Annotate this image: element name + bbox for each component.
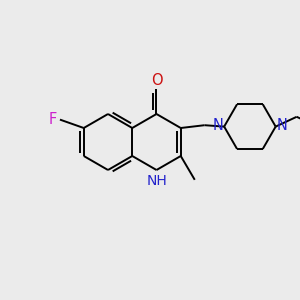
Text: N: N bbox=[277, 118, 287, 133]
Text: N: N bbox=[212, 118, 223, 133]
Text: O: O bbox=[151, 73, 162, 88]
Text: NH: NH bbox=[147, 174, 168, 188]
Text: F: F bbox=[49, 112, 57, 127]
